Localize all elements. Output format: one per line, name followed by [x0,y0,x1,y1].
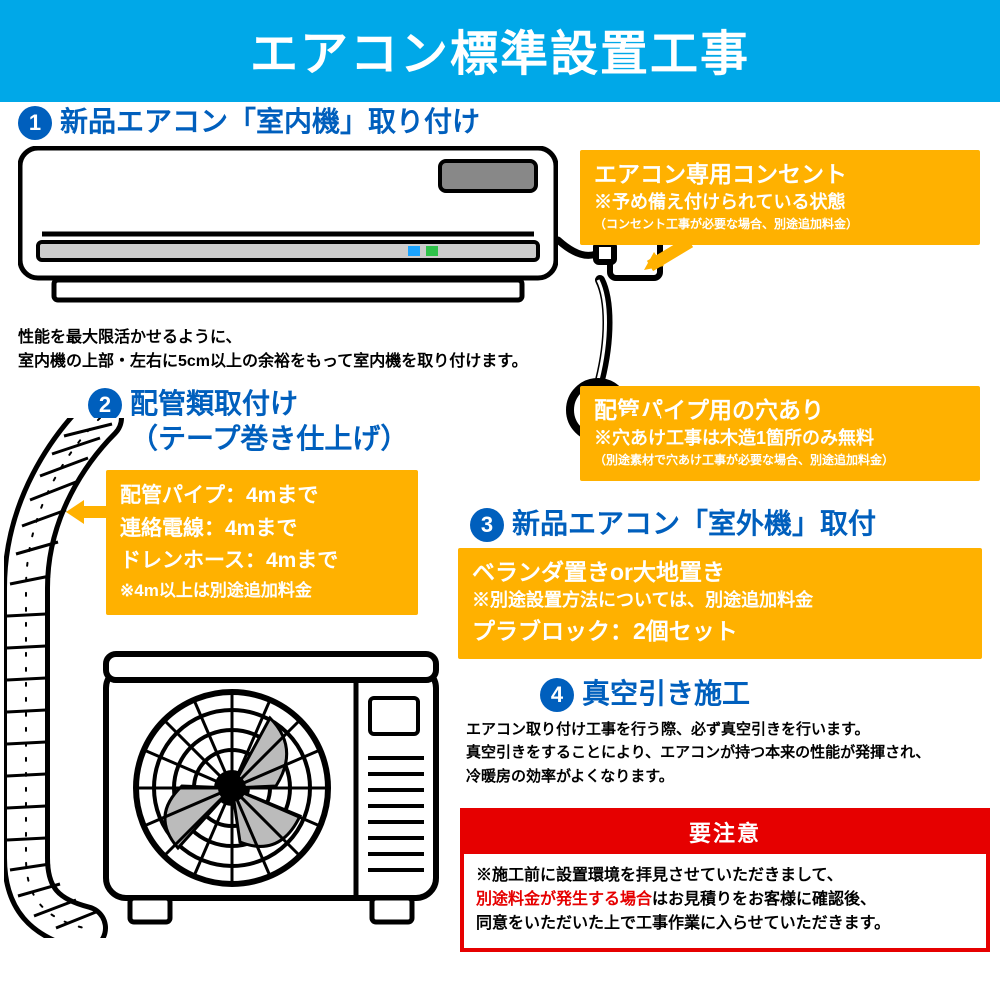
arrow-hole [610,400,670,440]
callout-outdoor: ベランダ置きor大地置き ※別途設置方法については、別途追加料金 プラブロック：… [458,548,982,659]
indoor-note: 性能を最大限活かせるように、 室内機の上部・左右に5cm以上の余裕をもって室内機… [18,326,658,374]
step-1: 1 新品エアコン「室内機」取り付け [18,104,480,140]
vacuum-l2: 真空引きをすることにより、エアコンが持つ本来の性能が発揮され、 [466,741,986,764]
step-4-num: 4 [540,678,574,712]
callout-hole-note: （別途素材で穴あけ工事が必要な場合、別途追加料金） [594,453,966,469]
callout-pipes-l3: ドレンホース：4mまで [120,545,404,578]
caution-l3: 同意をいただいた上で工事作業に入らせていただきます。 [476,915,890,932]
caution-box: 要注意 ※施工前に設置環境を拝見させていただきまして、 別途料金が発生する場合は… [460,808,990,952]
step-1-title: 新品エアコン「室内機」取り付け [60,104,480,139]
vacuum-l3: 冷暖房の効率がよくなります。 [466,765,986,788]
step-3: 3 新品エアコン「室外機」取付 [470,506,876,542]
indoor-note-l1: 性能を最大限活かせるように、 [18,326,658,350]
step-2-title: 配管類取付け （テープ巻き仕上げ） [130,386,408,456]
step-4-title: 真空引き施工 [582,676,750,711]
callout-pipes-l1: 配管パイプ：4mまで [120,480,404,513]
caution-l1: ※施工前に設置環境を拝見させていただきまして、 [476,867,843,884]
vacuum-notes: エアコン取り付け工事を行う際、必ず真空引きを行います。 真空引きをすることにより… [466,718,986,788]
caution-body: ※施工前に設置環境を拝見させていただきまして、 別途料金が発生する場合はお見積り… [464,854,986,948]
caution-l2-em: 別途料金が発生する場合 [476,891,652,908]
outdoor-unit-illustration [100,648,460,938]
step-2: 2 配管類取付け （テープ巻き仕上げ） [88,386,448,456]
callout-outdoor-l1: ベランダ置きor大地置き [472,558,968,588]
caution-l2-rest: はお見積りをお客様に確認後、 [652,891,876,908]
callout-pipes-l2: 連絡電線：4mまで [120,513,404,546]
header-band: エアコン標準設置工事 [0,0,1000,102]
callout-outdoor-l2: ※別途設置方法については、別途追加料金 [472,588,968,613]
header-title: エアコン標準設置工事 [250,28,750,81]
step-1-num: 1 [18,106,52,140]
vacuum-l1: エアコン取り付け工事を行う際、必ず真空引きを行います。 [466,718,986,741]
callout-pipes: 配管パイプ：4mまで 連絡電線：4mまで ドレンホース：4mまで ※4m以上は別… [106,470,418,615]
caution-head: 要注意 [464,812,986,854]
callout-outlet-title: エアコン専用コンセント [594,160,966,190]
indoor-unit-illustration [18,146,558,316]
step-2-num: 2 [88,388,122,422]
step-3-num: 3 [470,508,504,542]
arrow-outlet [640,236,700,276]
callout-outlet-note: （コンセント工事が必要な場合、別途追加料金） [594,217,966,233]
callout-outlet-sub: ※予め備え付けられている状態 [594,190,966,215]
step-4: 4 真空引き施工 [540,676,750,712]
step-3-title: 新品エアコン「室外機」取付 [512,506,876,541]
callout-pipes-l4: ※4m以上は別途追加料金 [120,578,404,604]
callout-outlet: エアコン専用コンセント ※予め備え付けられている状態 （コンセント工事が必要な場… [580,150,980,245]
indoor-note-l2: 室内機の上部・左右に5cm以上の余裕をもって室内機を取り付けます。 [18,350,658,374]
callout-outdoor-l3: プラブロック：2個セット [472,617,968,647]
